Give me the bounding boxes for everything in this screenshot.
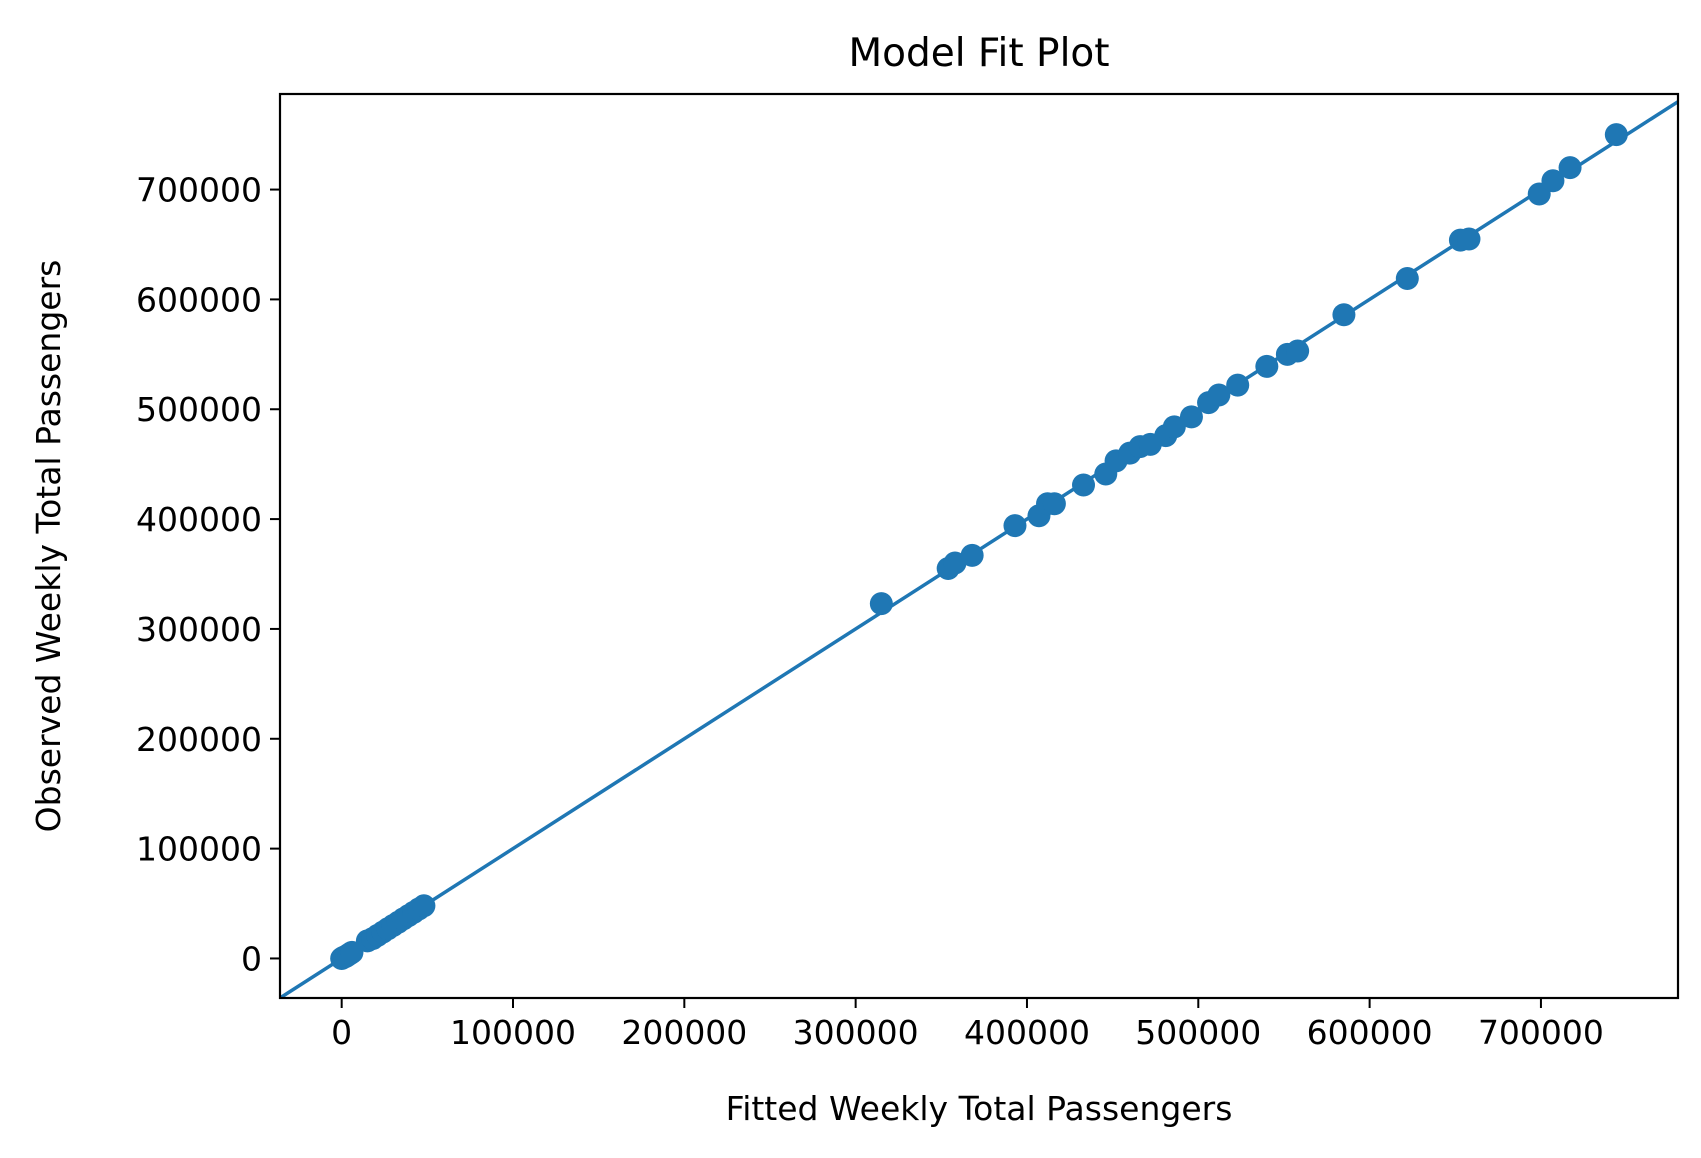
data-point	[1395, 267, 1419, 291]
data-point	[1558, 156, 1582, 180]
x-tick-label: 300000	[793, 1013, 919, 1052]
data-point	[1207, 383, 1231, 407]
data-point	[1072, 473, 1096, 497]
x-tick-label: 700000	[1478, 1013, 1604, 1052]
chart-title: Model Fit Plot	[848, 31, 1109, 76]
x-tick-label: 200000	[621, 1013, 747, 1052]
y-tick-label: 400000	[136, 500, 262, 539]
data-point	[1604, 123, 1628, 147]
plot-area-frame	[278, 92, 1680, 1000]
x-tick-label: 100000	[450, 1013, 576, 1052]
x-tick-label: 500000	[1135, 1013, 1261, 1052]
data-point	[412, 894, 436, 918]
data-point	[1286, 339, 1310, 363]
y-tick-label: 200000	[136, 720, 262, 759]
data-point	[960, 543, 984, 567]
data-point	[1457, 227, 1481, 251]
y-tick-label: 300000	[136, 610, 262, 649]
y-tick-label: 0	[241, 939, 262, 978]
y-axis: 0 100000 200000 300000 400000 500000 600000 700…	[136, 171, 280, 978]
data-point	[869, 592, 893, 616]
data-point	[1179, 405, 1203, 429]
x-axis: 0 100000 200000 300000 400000 500000 600000 700…	[331, 998, 1604, 1052]
y-tick-label: 700000	[136, 171, 262, 210]
data-point	[943, 551, 967, 575]
x-tick-label: 0	[331, 1013, 352, 1052]
data-point	[1255, 354, 1279, 378]
y-tick-label: 500000	[136, 390, 262, 429]
data-point	[1541, 169, 1565, 193]
y-tick-label: 600000	[136, 280, 262, 319]
x-tick-label: 400000	[964, 1013, 1090, 1052]
y-axis-label: Observed Weekly Total Passengers	[29, 260, 68, 833]
x-tick-label: 600000	[1307, 1013, 1433, 1052]
data-point	[1042, 492, 1066, 516]
y-tick-label: 100000	[136, 830, 262, 869]
x-axis-label: Fitted Weekly Total Passengers	[726, 1089, 1233, 1128]
data-point	[1003, 514, 1027, 538]
data-point	[1162, 415, 1186, 439]
data-point	[1226, 373, 1250, 397]
data-point	[1332, 303, 1356, 327]
